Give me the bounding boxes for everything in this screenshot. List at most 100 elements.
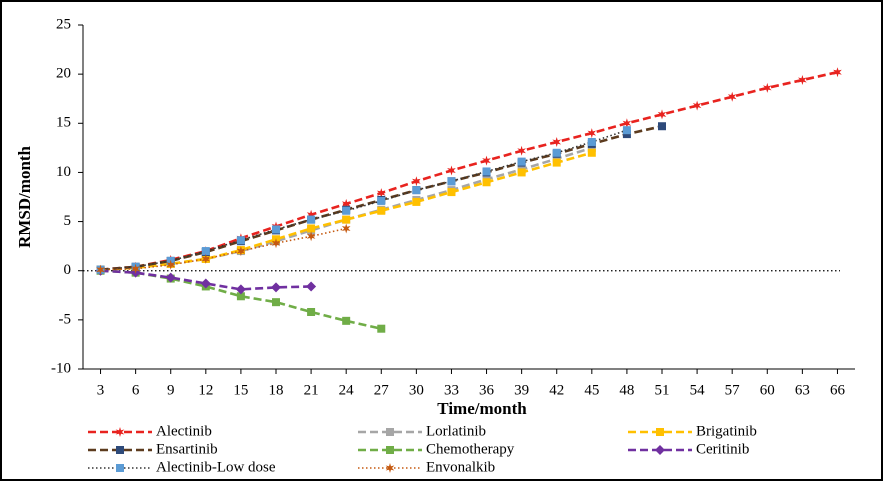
x-tick-label: 12 — [198, 382, 213, 398]
x-tick-label: 42 — [549, 382, 564, 398]
marker — [341, 198, 351, 209]
marker — [307, 215, 316, 224]
marker — [727, 91, 737, 102]
y-tick-label: 15 — [56, 115, 71, 131]
marker — [482, 178, 491, 187]
marker — [447, 165, 456, 176]
x-tick-label: 63 — [795, 382, 810, 398]
marker — [552, 137, 562, 147]
marker — [552, 148, 561, 157]
marker — [236, 292, 245, 301]
marker — [271, 282, 281, 293]
marker — [587, 137, 596, 146]
legend-label: Brigatinib — [696, 423, 757, 439]
marker — [165, 272, 176, 283]
marker — [342, 215, 351, 224]
marker — [517, 157, 526, 166]
legend-label: Envonalkib — [426, 459, 495, 475]
marker — [656, 428, 664, 436]
marker — [658, 122, 666, 131]
marker — [376, 188, 386, 199]
x-tick-label: 24 — [339, 382, 355, 398]
marker — [552, 158, 561, 167]
marker — [342, 316, 351, 325]
y-tick-label: 25 — [56, 16, 71, 32]
marker — [96, 264, 105, 275]
marker — [386, 428, 394, 436]
marker — [587, 148, 596, 157]
marker — [655, 445, 665, 455]
marker — [306, 231, 316, 242]
marker — [116, 464, 124, 472]
series-line — [100, 70, 838, 272]
marker — [622, 118, 632, 129]
legend-label: Chemotherapy — [426, 441, 515, 457]
marker — [482, 167, 491, 176]
marker — [412, 197, 421, 206]
marker — [447, 188, 456, 197]
marker — [412, 176, 421, 187]
marker — [200, 278, 211, 289]
x-tick-label: 45 — [584, 382, 599, 398]
marker — [115, 427, 125, 437]
legend-label: Lorlatinib — [426, 423, 486, 439]
y-axis-title: RMSD/month — [15, 145, 34, 248]
marker — [412, 186, 421, 195]
marker — [131, 263, 140, 274]
marker — [377, 324, 386, 333]
marker — [307, 307, 316, 316]
marker — [201, 247, 210, 256]
marker — [116, 446, 124, 454]
marker — [798, 75, 807, 85]
marker — [272, 298, 280, 307]
x-tick-label: 18 — [269, 382, 284, 398]
x-tick-label: 36 — [479, 382, 495, 398]
x-tick-label: 48 — [619, 382, 634, 398]
x-tick-label: 30 — [409, 382, 424, 398]
legend-label: Ensartinib — [156, 441, 218, 457]
x-tick-label: 57 — [725, 382, 741, 398]
x-tick-label: 39 — [514, 382, 529, 398]
marker — [236, 246, 246, 257]
marker — [341, 223, 351, 234]
series-line — [100, 146, 593, 272]
marker — [342, 206, 351, 215]
marker — [657, 109, 667, 120]
marker — [385, 463, 395, 473]
marker — [692, 100, 702, 111]
x-tick-label: 54 — [690, 382, 706, 398]
marker — [306, 281, 317, 292]
marker — [271, 238, 281, 249]
series-line — [100, 129, 628, 271]
x-tick-label: 60 — [760, 382, 775, 398]
marker — [587, 128, 597, 139]
legend-label: Alectinib — [156, 423, 212, 439]
x-tick-label: 66 — [830, 382, 846, 398]
series-line — [100, 227, 347, 271]
marker — [166, 259, 176, 270]
legend-label: Ceritinib — [696, 441, 749, 457]
x-tick-label: 9 — [167, 382, 175, 398]
x-tick-label: 51 — [655, 382, 670, 398]
x-tick-label: 27 — [374, 382, 390, 398]
marker — [517, 145, 526, 156]
marker — [201, 253, 211, 264]
marker — [235, 284, 246, 295]
marker — [377, 196, 386, 205]
marker — [833, 67, 842, 78]
y-tick-label: -10 — [51, 360, 71, 376]
y-tick-label: 5 — [64, 213, 72, 229]
marker — [236, 236, 245, 245]
x-tick-label: 15 — [233, 382, 248, 398]
marker — [447, 177, 456, 186]
marker — [762, 82, 772, 93]
marker — [272, 225, 280, 234]
y-tick-label: 10 — [56, 164, 71, 180]
legend-label: Alectinib-Low dose — [156, 459, 276, 475]
marker — [482, 155, 491, 166]
marker — [622, 126, 631, 135]
x-tick-label: 3 — [97, 382, 105, 398]
y-tick-label: 20 — [56, 66, 71, 82]
marker — [377, 206, 386, 215]
